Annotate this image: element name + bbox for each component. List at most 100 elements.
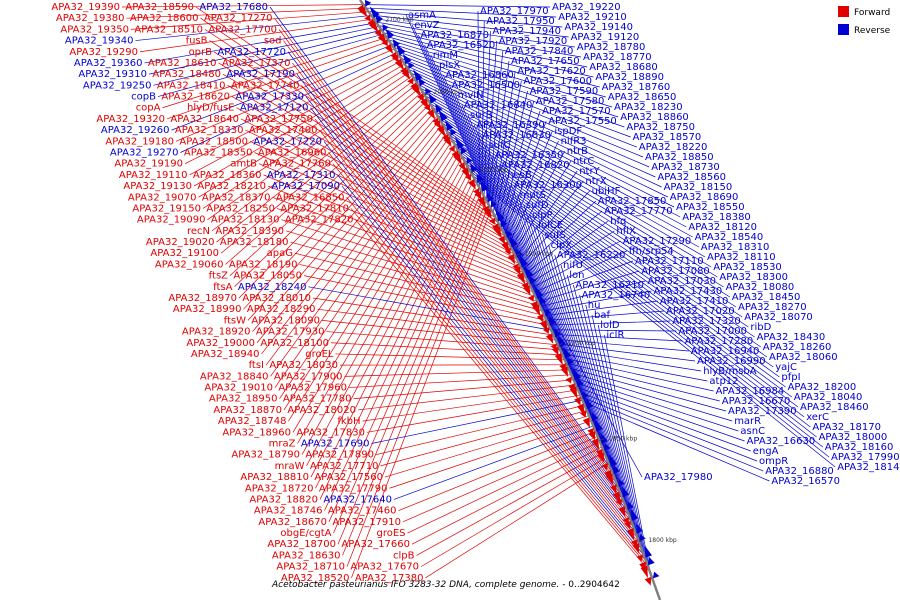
- leader-line: [263, 174, 529, 283]
- forward-gene-arrow: [436, 125, 447, 138]
- gene-label: nifR3: [561, 136, 587, 147]
- leader-line: [504, 120, 547, 235]
- reverse-gene-arrow: [539, 295, 547, 305]
- gene-label: ntrB: [567, 146, 588, 157]
- gene-label: rimM: [433, 50, 458, 61]
- leader-line: [492, 70, 516, 214]
- gene-label: apaG: [267, 248, 293, 259]
- gene-label: APA32_17290: [623, 236, 692, 247]
- leader-line: [451, 138, 774, 368]
- gene-label: APA32_18780: [577, 42, 646, 53]
- forward-gene-arrow: [582, 417, 590, 429]
- gene-label: nifU: [563, 260, 583, 271]
- gene-label: APA32_19190: [114, 159, 183, 170]
- gene-label: APA32_19220: [552, 2, 621, 13]
- leader-line: [209, 40, 501, 228]
- gene-label: APA32_17810: [280, 203, 349, 214]
- forward-gene-arrow: [407, 77, 414, 85]
- leader-line: [597, 324, 649, 568]
- gene-label: clpB: [393, 550, 415, 561]
- leader-line: [229, 95, 426, 276]
- forward-gene-arrow: [394, 58, 405, 71]
- gene-label: APA32_18080: [726, 282, 795, 293]
- leader-line: [348, 374, 572, 388]
- gene-label: APA32_17680: [199, 2, 268, 13]
- reverse-gene-arrow: [586, 398, 594, 410]
- leader-line: [420, 457, 607, 567]
- reverse-gene-arrow: [479, 179, 489, 192]
- leader-line: [328, 187, 480, 522]
- reverse-gene-arrow: [548, 315, 557, 326]
- gene-label: APA32_17220: [253, 136, 322, 147]
- leader-line: [573, 284, 641, 546]
- gene-label: APA32_18410: [157, 80, 226, 91]
- leader-line: [566, 274, 639, 541]
- gene-label: APA32_17890: [305, 450, 374, 461]
- forward-gene-arrow: [448, 145, 455, 153]
- gene-label: APA32_17990: [831, 452, 900, 463]
- leader-line: [180, 52, 398, 153]
- gene-label: APA32_17310: [267, 170, 336, 181]
- leader-line: [544, 300, 658, 317]
- reverse-gene-arrow: [644, 545, 652, 558]
- gene-label: APA32_18390: [215, 226, 284, 237]
- reverse-gene-arrow: [385, 28, 395, 39]
- leader-line: [184, 56, 400, 165]
- reverse-gene-arrow: [567, 358, 575, 365]
- gene-label: APA32_19100: [150, 248, 219, 259]
- leader-line: [328, 152, 639, 539]
- forward-gene-arrow: [417, 93, 425, 102]
- gene-label: APA32_19140: [564, 22, 633, 33]
- kbp-tick-label: 2100 kbp: [385, 17, 413, 24]
- gene-label: APA32_17770: [604, 206, 673, 217]
- leader-line: [580, 396, 764, 472]
- reverse-gene-arrow: [438, 109, 448, 122]
- leader-line: [297, 156, 463, 444]
- reverse-gene-arrow: [554, 328, 562, 338]
- gene-label: APA32_18960: [222, 427, 291, 438]
- gene-label: baf: [594, 310, 610, 321]
- gene-label: ntrY: [579, 166, 600, 177]
- leader-line: [508, 140, 559, 244]
- kbp-tick-label: 1900 kbp: [568, 340, 596, 347]
- kbp-tick-mark: [638, 539, 644, 543]
- genome-backbone-arc: [358, 0, 662, 600]
- gene-label: APA32_17550: [548, 116, 617, 127]
- leader-line: [211, 79, 416, 232]
- leader-line: [384, 415, 590, 478]
- leader-line: [363, 4, 551, 8]
- leader-line: [502, 110, 541, 231]
- forward-gene-arrow: [411, 84, 422, 97]
- leader-line: [279, 140, 453, 399]
- forward-gene-arrow: [601, 463, 609, 471]
- gene-label: APA32_17820: [285, 215, 354, 226]
- gene-label: APA32_19150: [132, 203, 201, 214]
- leader-line: [292, 62, 622, 496]
- forward-gene-arrow: [427, 109, 436, 120]
- leader-line: [312, 297, 554, 336]
- forward-gene-arrow: [374, 29, 383, 38]
- gene-label: APA32_17850: [598, 196, 667, 207]
- leader-line: [315, 174, 473, 489]
- gene-label: APA32_19250: [83, 80, 152, 91]
- gene-label: APA32_18450: [732, 292, 801, 303]
- leader-line: [225, 91, 423, 265]
- leader-line: [492, 154, 615, 478]
- gene-label: iclR: [606, 330, 624, 341]
- kbp-tick-label: 2050 kbp: [434, 89, 462, 96]
- leader-line: [548, 320, 671, 326]
- leader-line: [265, 127, 446, 366]
- gene-label: APA32_17190: [226, 69, 295, 80]
- gene-label: APA32_17000: [678, 326, 747, 337]
- gene-label: APA32_17900: [274, 371, 343, 382]
- reverse-gene-arrow: [613, 464, 620, 474]
- gene-label: ntrC: [573, 156, 594, 167]
- leader-line: [195, 6, 494, 214]
- reverse-gene-arrow: [545, 308, 552, 316]
- gene-label: APA32_18300: [719, 272, 788, 283]
- gene-label: ftsZ: [209, 271, 228, 282]
- gene-label: APA32_17700: [208, 24, 277, 35]
- gene-label: APA32_18690: [670, 192, 739, 203]
- leader-line: [412, 76, 675, 208]
- gene-label: APA32_18940: [191, 349, 260, 360]
